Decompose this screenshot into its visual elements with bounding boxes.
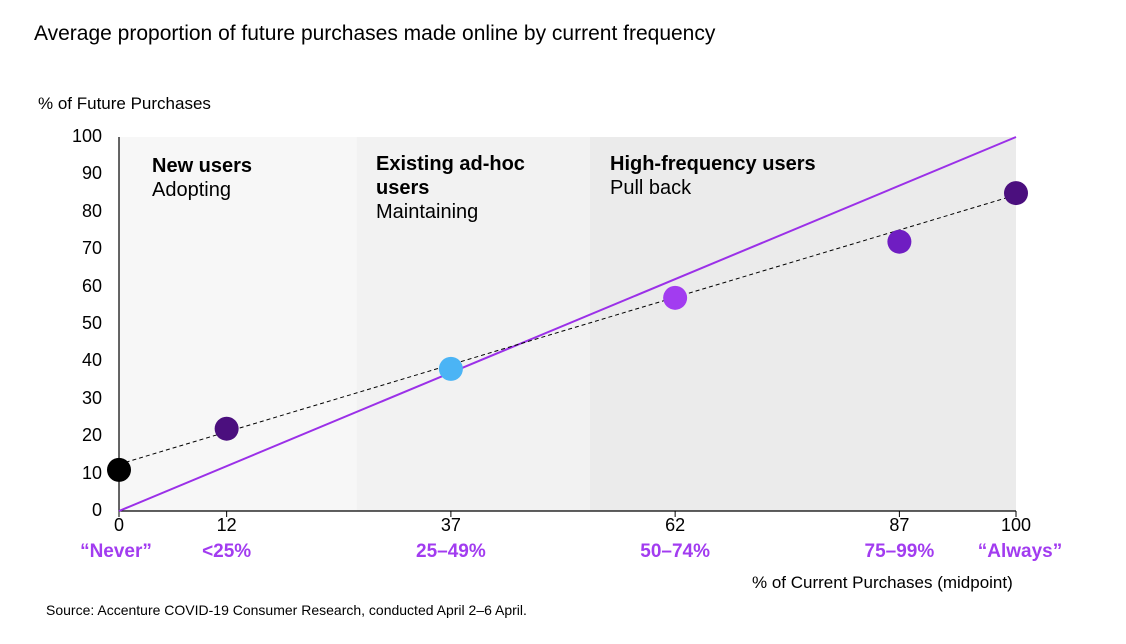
- x-tick-label: 87: [889, 515, 910, 535]
- y-tick-label: 80: [81, 200, 102, 221]
- zone-1: [356, 137, 590, 511]
- zone-heading: New users: [152, 155, 253, 177]
- x-category-label: 50–74%: [640, 541, 710, 562]
- x-category-label: “Always”: [977, 541, 1063, 562]
- y-tick-label: 10: [81, 462, 102, 483]
- zone-heading: High-frequency users: [610, 153, 816, 175]
- x-category-label: <25%: [202, 541, 252, 562]
- chart-title: Average proportion of future purchases m…: [34, 22, 716, 45]
- zone-label-new-users: New users Adopting: [152, 154, 352, 202]
- data-point-2: [438, 356, 463, 381]
- x-tick-label: 37: [440, 515, 461, 535]
- y-axis-title: % of Future Purchases: [38, 94, 211, 113]
- trend-line: [118, 194, 1017, 465]
- x-tick-label: 100: [1000, 515, 1032, 535]
- zone-label-high-frequency-users: High-frequency users Pull back: [610, 152, 910, 200]
- x-tick-label: 62: [665, 515, 686, 535]
- zone-subtitle: Pull back: [610, 177, 692, 199]
- y-tick-label: 40: [81, 350, 102, 371]
- x-tick-label: 12: [216, 515, 237, 535]
- zone-0: [119, 137, 357, 511]
- x-axis-title: % of Current Purchases (midpoint): [752, 573, 1013, 592]
- zone-heading: Existing ad-hoc users: [376, 153, 525, 199]
- x-category-label: 75–99%: [864, 541, 935, 562]
- reference-line: [118, 136, 1017, 512]
- zone-2: [589, 137, 1016, 511]
- x-category-label: 25–49%: [416, 541, 486, 562]
- data-point-1: [214, 416, 239, 441]
- y-tick-label: 60: [81, 275, 102, 296]
- y-tick-label: 90: [81, 163, 102, 184]
- x-category-label: “Never”: [80, 541, 152, 562]
- x-tick-label: 0: [113, 515, 124, 535]
- data-point-4: [887, 229, 912, 254]
- source-note: Source: Accenture COVID-19 Consumer Rese…: [46, 602, 527, 618]
- y-tick-label: 70: [81, 238, 102, 259]
- zone-subtitle: Maintaining: [376, 201, 479, 223]
- y-tick-label: 0: [91, 500, 102, 520]
- zone-subtitle: Adopting: [152, 179, 231, 201]
- y-tick-label: 100: [71, 126, 102, 146]
- y-tick-label: 20: [81, 425, 102, 446]
- data-point-0: [107, 457, 131, 482]
- data-point-3: [663, 285, 688, 310]
- y-tick-label: 30: [81, 387, 102, 408]
- data-point-5: [1004, 181, 1028, 206]
- y-tick-label: 50: [81, 313, 102, 333]
- zone-label-existing-users: Existing ad-hoc users Maintaining: [376, 152, 556, 224]
